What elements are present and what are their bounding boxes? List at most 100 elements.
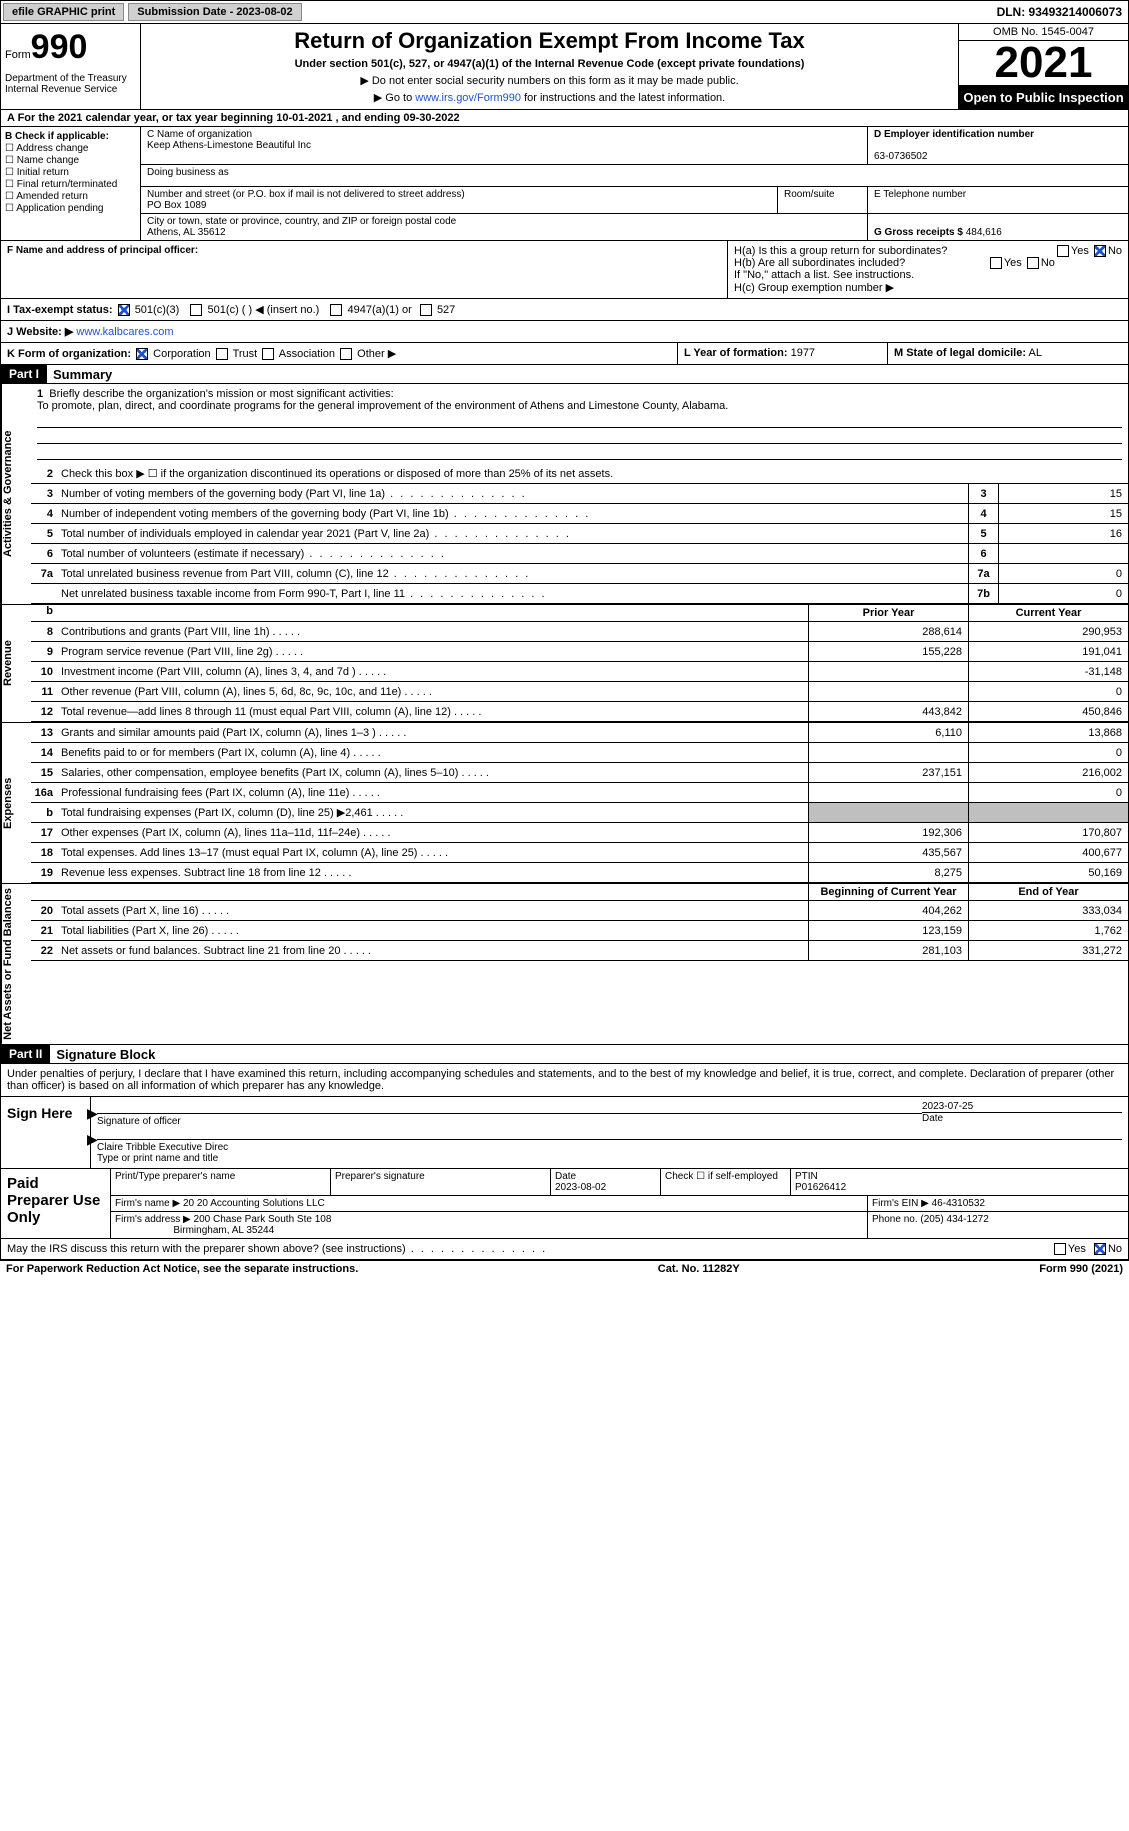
line6: Total number of volunteers (estimate if …	[57, 546, 968, 562]
footer-mid: Cat. No. 11282Y	[658, 1263, 740, 1275]
row-a: A For the 2021 calendar year, or tax yea…	[0, 110, 1129, 127]
hb-no[interactable]	[1027, 257, 1039, 269]
mission-block: 1 Briefly describe the organization's mi…	[31, 384, 1128, 464]
phone-cell: E Telephone number	[868, 187, 1128, 213]
discuss-row: May the IRS discuss this return with the…	[0, 1239, 1129, 1260]
firm-phone: Phone no. (205) 434-1272	[868, 1212, 1128, 1238]
principal-officer: F Name and address of principal officer:	[1, 241, 728, 298]
perjury: Under penalties of perjury, I declare th…	[0, 1064, 1129, 1097]
group-return: H(a) Is this a group return for subordin…	[728, 241, 1128, 298]
firm-ein: Firm's EIN ▶ 46-4310532	[868, 1196, 1128, 1211]
vlabel-net: Net Assets or Fund Balances	[1, 884, 31, 1044]
form-label: Form	[5, 49, 31, 61]
website-link[interactable]: www.kalbcares.com	[73, 326, 173, 338]
tax-year: 2021	[959, 41, 1128, 86]
footer-right: Form 990 (2021)	[1039, 1263, 1123, 1275]
col-curr: Current Year	[968, 605, 1128, 621]
cb-initial[interactable]: ☐ Initial return	[5, 167, 136, 178]
table-row: 9Program service revenue (Part VIII, lin…	[31, 642, 1128, 662]
ha-yes[interactable]	[1057, 245, 1069, 257]
table-row: 15Salaries, other compensation, employee…	[31, 763, 1128, 783]
row-j: J Website: ▶ www.kalbcares.com	[0, 321, 1129, 343]
table-row: 10Investment income (Part VIII, column (…	[31, 662, 1128, 682]
col-prior: Prior Year	[808, 605, 968, 621]
cb-final[interactable]: ☐ Final return/terminated	[5, 179, 136, 190]
part1-label: Part I	[1, 365, 47, 383]
cb-address[interactable]: ☐ Address change	[5, 143, 136, 154]
col-c: C Name of organizationKeep Athens-Limest…	[141, 127, 1128, 240]
table-row: 16aProfessional fundraising fees (Part I…	[31, 783, 1128, 803]
table-row: bTotal fundraising expenses (Part IX, co…	[31, 803, 1128, 823]
k-assoc[interactable]	[262, 348, 274, 360]
k-corp[interactable]	[136, 348, 148, 360]
line7b: Net unrelated business taxable income fr…	[57, 586, 968, 602]
form-id: Form990 Department of the Treasury Inter…	[1, 24, 141, 109]
city-cell: City or town, state or province, country…	[141, 214, 868, 240]
irs-link[interactable]: www.irs.gov/Form990	[415, 92, 521, 104]
discuss-no[interactable]	[1094, 1243, 1106, 1255]
prep-name: Print/Type preparer's name	[111, 1169, 331, 1195]
col-eoy: End of Year	[968, 884, 1128, 900]
org-name-cell: C Name of organizationKeep Athens-Limest…	[141, 127, 868, 165]
ha-no[interactable]	[1094, 245, 1106, 257]
table-row: 8Contributions and grants (Part VIII, li…	[31, 622, 1128, 642]
i-4947[interactable]	[330, 304, 342, 316]
cb-name[interactable]: ☐ Name change	[5, 155, 136, 166]
open-inspection: Open to Public Inspection	[959, 86, 1128, 109]
table-row: 20Total assets (Part X, line 16) . . . .…	[31, 901, 1128, 921]
row-k-l-m: K Form of organization: Corporation Trus…	[0, 343, 1129, 365]
vlabel-rev: Revenue	[1, 605, 31, 722]
topbar: efile GRAPHIC print Submission Date - 20…	[0, 0, 1129, 24]
k-other[interactable]	[340, 348, 352, 360]
form-org: K Form of organization: Corporation Trus…	[1, 343, 678, 364]
i-501c[interactable]	[190, 304, 202, 316]
form-header: Form990 Department of the Treasury Inter…	[0, 24, 1129, 110]
entity-box: B Check if applicable: ☐ Address change …	[0, 127, 1129, 241]
hb-yes[interactable]	[990, 257, 1002, 269]
ein-cell: D Employer identification number63-07365…	[868, 127, 1128, 165]
line7a: Total unrelated business revenue from Pa…	[57, 566, 968, 582]
dln: DLN: 93493214006073	[997, 5, 1122, 19]
summary-ag: Activities & Governance 1 Briefly descri…	[0, 384, 1129, 605]
table-row: 18Total expenses. Add lines 13–17 (must …	[31, 843, 1128, 863]
row-i: I Tax-exempt status: 501(c)(3) 501(c) ( …	[0, 299, 1129, 321]
line3: Number of voting members of the governin…	[57, 486, 968, 502]
k-trust[interactable]	[216, 348, 228, 360]
street-cell: Number and street (or P.O. box if mail i…	[141, 187, 778, 213]
sign-here: Sign Here ▶Signature of officer2023-07-2…	[0, 1097, 1129, 1169]
i-501c3[interactable]	[118, 304, 130, 316]
line2: Check this box ▶ ☐ if the organization d…	[57, 465, 1128, 482]
table-row: 13Grants and similar amounts paid (Part …	[31, 723, 1128, 743]
submission-btn[interactable]: Submission Date - 2023-08-02	[128, 3, 301, 21]
form-year-block: OMB No. 1545-0047 2021 Open to Public In…	[958, 24, 1128, 109]
gross-cell: G Gross receipts $ 484,616	[868, 214, 1128, 240]
prep-sig: Preparer's signature	[331, 1169, 551, 1195]
paid-label: Paid Preparer Use Only	[1, 1169, 111, 1238]
summary-exp: Expenses 13Grants and similar amounts pa…	[0, 723, 1129, 884]
part1-header: Part I Summary	[0, 365, 1129, 384]
prep-self[interactable]: Check ☐ if self-employed	[661, 1169, 791, 1195]
summary-rev: Revenue bPrior YearCurrent Year 8Contrib…	[0, 605, 1129, 723]
efile-btn[interactable]: efile GRAPHIC print	[3, 3, 124, 21]
prep-ptin: PTINP01626412	[791, 1169, 1128, 1195]
form-subtitle: Under section 501(c), 527, or 4947(a)(1)…	[145, 58, 954, 70]
prep-date: Date2023-08-02	[551, 1169, 661, 1195]
col-boy: Beginning of Current Year	[808, 884, 968, 900]
cb-pending[interactable]: ☐ Application pending	[5, 203, 136, 214]
table-row: 17Other expenses (Part IX, column (A), l…	[31, 823, 1128, 843]
room-cell: Room/suite	[778, 187, 868, 213]
row-f-h: F Name and address of principal officer:…	[0, 241, 1129, 299]
table-row: 21Total liabilities (Part X, line 26) . …	[31, 921, 1128, 941]
form-number: 990	[31, 28, 88, 66]
dba-cell: Doing business as	[141, 165, 1128, 187]
cb-amended[interactable]: ☐ Amended return	[5, 191, 136, 202]
footer-left: For Paperwork Reduction Act Notice, see …	[6, 1263, 358, 1275]
form-title: Return of Organization Exempt From Incom…	[145, 28, 954, 54]
state-domicile: M State of legal domicile: AL	[888, 343, 1128, 364]
line5: Total number of individuals employed in …	[57, 526, 968, 542]
part2-header: Part II Signature Block	[0, 1045, 1129, 1064]
vlabel-ag: Activities & Governance	[1, 384, 31, 604]
discuss-yes[interactable]	[1054, 1243, 1066, 1255]
i-527[interactable]	[420, 304, 432, 316]
dept: Department of the Treasury Internal Reve…	[5, 73, 136, 95]
